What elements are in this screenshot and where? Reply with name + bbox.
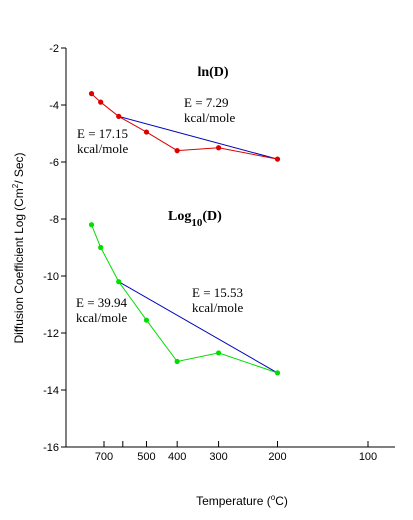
data-point-ln <box>116 113 122 119</box>
y-tick-label: -8 <box>49 214 59 226</box>
data-point-log10 <box>215 350 222 356</box>
y-tick-label: -2 <box>49 43 59 55</box>
annotation-ln-right: E = 7.29 kcal/mole <box>184 95 235 125</box>
data-point-ln <box>215 145 222 151</box>
y-axis-title: Diffusion Coefficient Log(Cm2/ Sec) <box>11 152 26 343</box>
data-point-log10 <box>116 279 122 285</box>
group-title-log10: Log10(D) <box>168 209 222 229</box>
fit-line-ln <box>118 115 278 160</box>
annotation-log-right: E = 15.53 kcal/mole <box>192 285 243 315</box>
x-tick-label: 200 <box>268 451 286 463</box>
data-point-log10 <box>143 317 150 323</box>
y-tick-label: -12 <box>43 328 59 340</box>
y-tick-label: -4 <box>49 100 59 112</box>
data-point-ln <box>143 129 150 135</box>
data-point-log10 <box>174 358 180 365</box>
x-tick-label: 500 <box>137 451 155 463</box>
y-tick-label: -10 <box>43 271 59 283</box>
fit-line-log10 <box>118 281 278 374</box>
group-title-ln: ln(D) <box>197 65 228 80</box>
data-point-ln <box>98 99 104 105</box>
data-point-ln <box>274 156 281 162</box>
data-point-log10 <box>88 222 95 228</box>
y-tick-label: -14 <box>43 385 59 397</box>
annotation-ln-left: E = 17.15 kcal/mole <box>77 126 128 156</box>
x-axis-title: Temperature (oC) <box>196 493 288 508</box>
annotation-log-left: E = 39.94 kcal/mole <box>76 295 128 325</box>
x-tick-label: 100 <box>359 451 377 463</box>
x-tick-label: 400 <box>168 451 186 463</box>
data-point-ln <box>174 148 180 154</box>
y-tick-label: -6 <box>49 157 59 169</box>
x-tick-label: 300 <box>209 451 227 463</box>
series-layer <box>88 91 281 376</box>
y-ticks: -2 -4 -6 -8 -10 -12 -14 -16 <box>43 43 66 454</box>
data-point-log10 <box>98 244 104 251</box>
x-tick-label: 700 <box>95 451 113 463</box>
data-point-log10 <box>274 370 281 376</box>
y-tick-label: -16 <box>43 442 59 454</box>
data-point-ln <box>88 91 95 97</box>
x-ticks: 700 500 400 300 200 100 <box>95 441 377 463</box>
